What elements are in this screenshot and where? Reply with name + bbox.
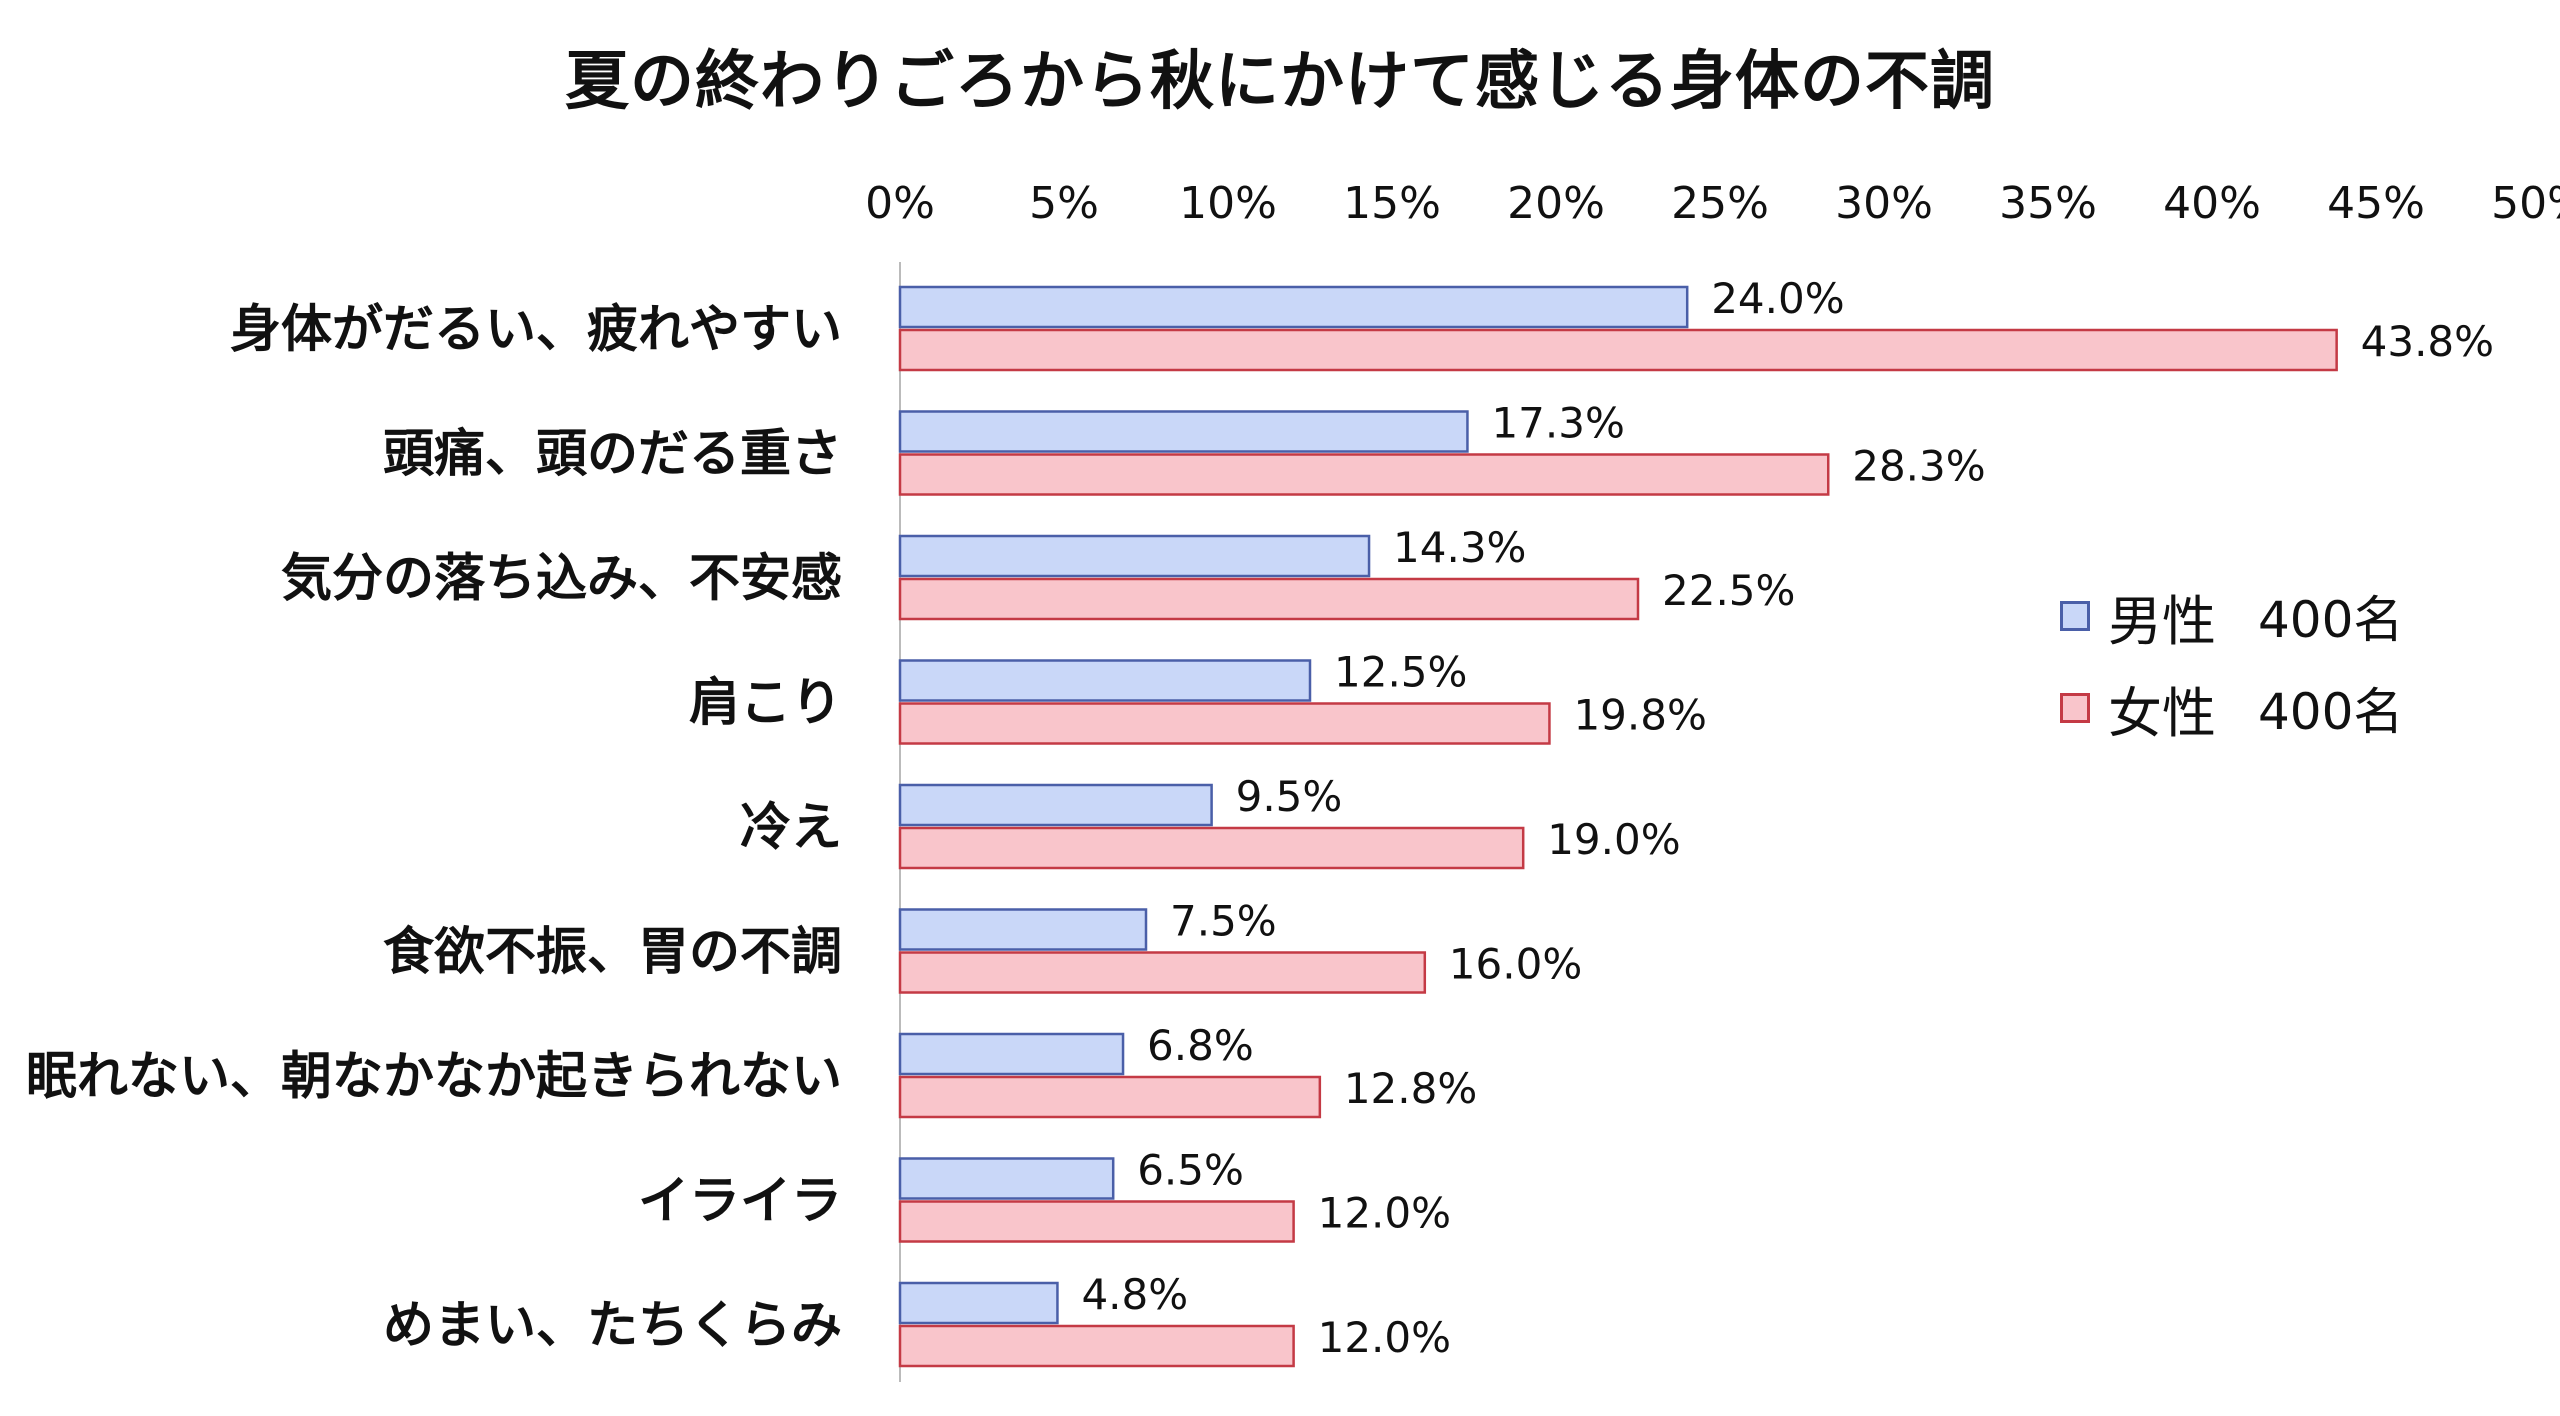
- bar-male: [898, 659, 1312, 702]
- data-label-female: 16.0%: [1449, 940, 1582, 989]
- bar-female: [898, 1200, 1295, 1243]
- category-label: イライラ: [638, 1172, 842, 1231]
- data-label-male: 4.8%: [1081, 1270, 1188, 1319]
- legend-swatch-female: [2060, 693, 2090, 723]
- bar-male: [898, 1032, 1125, 1076]
- bar-female: [898, 328, 2338, 372]
- data-label-male: 7.5%: [1170, 897, 1277, 946]
- legend-item-female: 女性 400名: [2060, 662, 2403, 754]
- x-tick-label: 50%: [2491, 178, 2560, 229]
- bar-male: [898, 285, 1689, 329]
- x-tick-label: 15%: [1343, 178, 1441, 229]
- category-label: 肩こり: [689, 674, 842, 733]
- category-label: 食欲不振、胃の不調: [383, 923, 842, 982]
- x-tick-label: 20%: [1507, 178, 1605, 229]
- category-label: 身体がだるい、疲れやすい: [230, 301, 842, 360]
- data-label-female: 12.0%: [1318, 1189, 1451, 1238]
- bar-female: [898, 826, 1525, 870]
- bar-female: [898, 1324, 1295, 1368]
- x-tick-label: 5%: [1029, 178, 1099, 229]
- x-tick-label: 25%: [1671, 178, 1769, 229]
- legend-label-female: 女性: [2108, 681, 2216, 745]
- legend-swatch-male: [2060, 601, 2090, 631]
- bar-male: [898, 908, 1148, 951]
- bar-female: [898, 951, 1427, 994]
- bar-male: [898, 783, 1213, 827]
- bar-female: [898, 1075, 1322, 1119]
- legend-count-female: 400名: [2258, 683, 2404, 741]
- data-label-male: 24.0%: [1711, 274, 1844, 323]
- legend-count-male: 400名: [2258, 591, 2404, 649]
- bar-male: [898, 410, 1469, 453]
- bar-male: [898, 1157, 1115, 1200]
- x-tick-label: 30%: [1835, 178, 1933, 229]
- data-label-male: 14.3%: [1393, 523, 1526, 572]
- bar-female: [898, 453, 1830, 496]
- data-label-male: 9.5%: [1236, 772, 1343, 821]
- data-label-female: 19.8%: [1573, 691, 1706, 740]
- data-label-male: 6.5%: [1137, 1146, 1244, 1195]
- data-label-male: 17.3%: [1491, 399, 1624, 448]
- data-label-female: 43.8%: [2361, 317, 2494, 366]
- category-label: 眠れない、朝なかなか起きられない: [26, 1048, 842, 1107]
- bar-female: [898, 702, 1551, 745]
- legend: 男性 400名 女性 400名: [2060, 570, 2403, 754]
- x-tick-label: 40%: [2163, 178, 2261, 229]
- category-label: 気分の落ち込み、不安感: [281, 550, 842, 609]
- data-label-female: 12.0%: [1318, 1313, 1451, 1362]
- category-label: 頭痛、頭のだる重さ: [383, 425, 842, 484]
- data-label-male: 6.8%: [1147, 1021, 1254, 1070]
- data-label-female: 28.3%: [1852, 442, 1985, 491]
- x-tick-label: 0%: [865, 178, 935, 229]
- bar-female: [898, 577, 1640, 621]
- chart-title: 夏の終わりごろから秋にかけて感じる身体の不調: [565, 45, 1995, 119]
- legend-label-male: 男性: [2108, 589, 2216, 653]
- data-label-female: 19.0%: [1547, 815, 1680, 864]
- bar-male: [898, 1281, 1059, 1325]
- x-tick-label: 45%: [2327, 178, 2425, 229]
- legend-item-male: 男性 400名: [2060, 570, 2403, 662]
- x-tick-label: 10%: [1179, 178, 1277, 229]
- bar-male: [898, 534, 1371, 578]
- x-tick-label: 35%: [1999, 178, 2097, 229]
- data-label-male: 12.5%: [1334, 648, 1467, 697]
- data-label-female: 22.5%: [1662, 566, 1795, 615]
- data-label-female: 12.8%: [1344, 1064, 1477, 1113]
- category-label: めまい、たちくらみ: [383, 1297, 842, 1356]
- category-label: 冷え: [740, 799, 842, 858]
